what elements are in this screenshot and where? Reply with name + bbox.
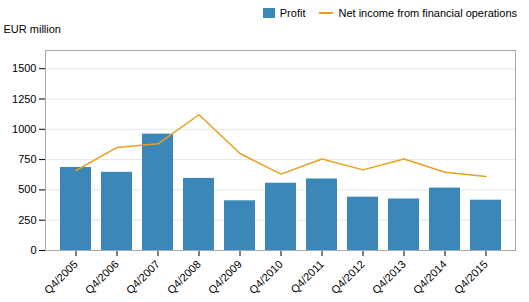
svg-text:Q4/2011: Q4/2011	[288, 258, 326, 296]
svg-text:1000: 1000	[12, 123, 36, 135]
svg-text:Q4/2006: Q4/2006	[83, 258, 121, 296]
html-text:Net income from financial oper: Net income from financial operations	[338, 7, 517, 19]
html-text:Profit: Profit	[279, 7, 306, 19]
svg-text:750: 750	[18, 153, 36, 165]
svg-text:Q4/2013: Q4/2013	[370, 258, 408, 296]
svg-text:1250: 1250	[12, 93, 36, 105]
svg-text:Q4/2009: Q4/2009	[206, 258, 244, 296]
svg-text:Q4/2007: Q4/2007	[124, 258, 162, 296]
svg-text:Q4/2008: Q4/2008	[165, 258, 203, 296]
svg-text:1500: 1500	[12, 62, 36, 74]
svg-text:0: 0	[30, 244, 36, 256]
svg-text:500: 500	[18, 183, 36, 195]
svg-text:Q4/2014: Q4/2014	[411, 258, 449, 296]
svg-text:Q4/2005: Q4/2005	[42, 258, 80, 296]
svg-text:Q4/2012: Q4/2012	[329, 258, 367, 296]
svg-text:250: 250	[18, 214, 36, 226]
svg-text:Q4/2015: Q4/2015	[452, 258, 490, 296]
svg-text:Q4/2010: Q4/2010	[247, 258, 285, 296]
svg-text:EUR million: EUR million	[4, 23, 61, 35]
